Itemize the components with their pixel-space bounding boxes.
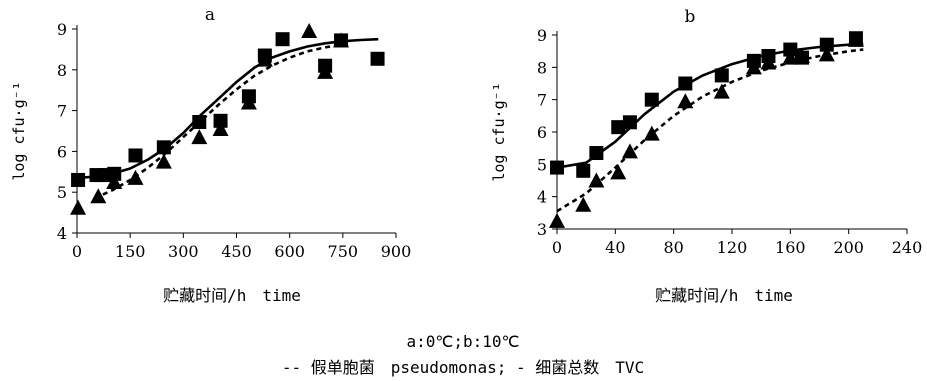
chart-title: b	[685, 7, 696, 27]
x-tick-label: 900	[381, 242, 412, 261]
data-point-square	[71, 172, 86, 187]
data-point-square	[156, 140, 171, 155]
data-point-triangle	[549, 212, 565, 228]
data-point-square	[783, 42, 798, 57]
x-tick-label: 0	[552, 238, 562, 257]
caption-line-1: a:0℃;b:10℃	[407, 332, 520, 351]
data-point-triangle	[575, 196, 592, 212]
data-point-square	[550, 160, 564, 175]
y-tick-label: 8	[537, 58, 547, 77]
data-point-triangle	[782, 49, 799, 65]
data-point-triangle	[745, 59, 762, 75]
fit-curve-solid	[76, 37, 379, 180]
data-point-triangle	[212, 120, 229, 136]
data-point-triangle	[106, 174, 123, 189]
x-tick-label: 0	[72, 242, 82, 261]
data-point-square	[192, 115, 207, 130]
data-point-triangle	[621, 143, 638, 159]
y-axis-label: log cfu·g⁻¹	[490, 82, 508, 181]
y-tick-label: 5	[57, 183, 67, 202]
chart-a: 0 150 300 450 600 750 900 4 5 6 7 8 9 a 贮藏时间/h time log…	[10, 5, 411, 305]
y-tick-label: 5	[537, 155, 547, 174]
x-axis-label: 贮藏时间/h time	[163, 286, 301, 305]
chart-title: a	[205, 5, 215, 25]
data-point-square	[370, 51, 385, 66]
data-point-triangle	[713, 83, 730, 99]
y-axis-label: log cfu·g⁻¹	[10, 81, 28, 180]
y-tick-label: 7	[537, 91, 547, 110]
data-point-triangle	[240, 94, 257, 110]
y-tick-label: 8	[57, 61, 67, 80]
data-point-square	[611, 120, 626, 135]
data-point-triangle	[847, 31, 864, 47]
data-point-triangle	[191, 129, 208, 145]
data-point-square	[819, 37, 834, 52]
chart-b: 0 40 80 120 160 200 240 3 4 5 6 7 8 9 b 贮藏时间/h time log …	[490, 7, 922, 305]
data-point-square	[107, 166, 122, 181]
data-point-triangle	[333, 32, 350, 48]
data-point-square	[678, 76, 693, 91]
y-tick-label: 9	[537, 26, 547, 45]
y-tick-label: 7	[57, 102, 67, 121]
x-tick-label: 150	[115, 242, 146, 261]
y-tick-label: 3	[537, 220, 547, 239]
caption-line-2: -- 假单胞菌 pseudomonas; - 细菌总数 TVC	[282, 358, 644, 377]
data-point-square	[622, 115, 637, 130]
data-point-square	[576, 163, 591, 178]
data-point-square	[128, 148, 143, 163]
x-tick-label: 160	[775, 238, 806, 257]
data-point-square	[275, 32, 290, 47]
data-point-triangle	[818, 46, 835, 62]
x-tick-label: 80	[663, 238, 683, 257]
data-point-square	[213, 113, 228, 128]
data-point-triangle	[760, 54, 777, 70]
x-tick-label: 240	[892, 238, 923, 257]
x-tick-label: 750	[328, 242, 359, 261]
data-point-triangle	[155, 153, 172, 169]
x-tick-label: 200	[833, 238, 864, 257]
y-tick-label: 6	[537, 123, 547, 142]
data-point-triangle	[301, 23, 318, 39]
y-tick-label: 9	[57, 20, 67, 39]
x-tick-label: 450	[221, 242, 252, 261]
data-point-triangle	[70, 199, 87, 215]
data-point-triangle	[588, 172, 605, 188]
data-point-triangle	[677, 93, 694, 109]
y-tick-label: 6	[57, 142, 67, 161]
data-point-triangle	[256, 51, 273, 67]
data-point-square	[644, 92, 659, 107]
y-tick-label: 4	[57, 224, 67, 243]
x-axis-label: 贮藏时间/h time	[655, 286, 793, 305]
x-tick-label: 40	[605, 238, 625, 257]
x-tick-label: 120	[717, 238, 748, 257]
data-point-triangle	[90, 188, 107, 204]
x-tick-label: 600	[274, 242, 305, 261]
data-point-square	[714, 68, 729, 83]
data-point-triangle	[317, 63, 334, 79]
x-tick-label: 300	[168, 242, 199, 261]
data-point-square	[589, 146, 604, 161]
data-point-triangle	[643, 125, 660, 141]
data-point-triangle	[794, 48, 810, 64]
y-tick-label: 4	[537, 188, 547, 207]
data-point-triangle	[127, 169, 144, 185]
data-point-triangle	[610, 164, 627, 180]
